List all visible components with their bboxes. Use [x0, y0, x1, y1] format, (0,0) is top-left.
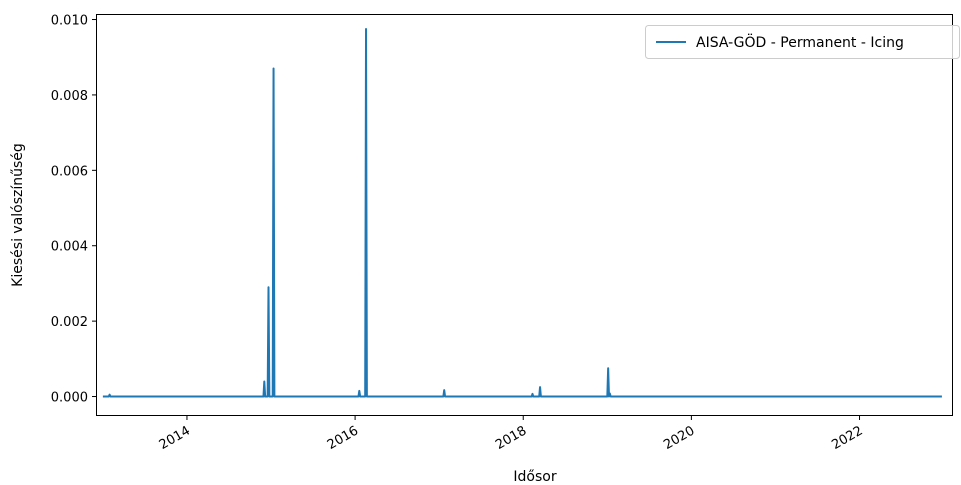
y-axis: 0.000 0.002 0.004 0.006 0.008 0.010	[51, 14, 97, 406]
y-tick-label: 0.010	[51, 14, 88, 29]
x-axis-title: Idősor	[513, 469, 556, 485]
legend-box	[645, 25, 960, 59]
y-tick-label: 0.008	[51, 89, 88, 104]
axes-frame	[96, 14, 953, 416]
y-tick-label: 0.006	[51, 164, 88, 179]
plot-area	[102, 27, 942, 398]
series-line	[102, 27, 942, 398]
legend: AISA-GÖD - Permanent - Icing	[645, 25, 960, 59]
y-tick-label: 0.000	[51, 391, 88, 406]
y-tick-label: 0.002	[51, 315, 88, 330]
legend-label: AISA-GÖD - Permanent - Icing	[696, 33, 904, 51]
y-axis-title: Kiesési valószínűség	[10, 143, 26, 287]
y-tick-label: 0.004	[51, 240, 88, 255]
